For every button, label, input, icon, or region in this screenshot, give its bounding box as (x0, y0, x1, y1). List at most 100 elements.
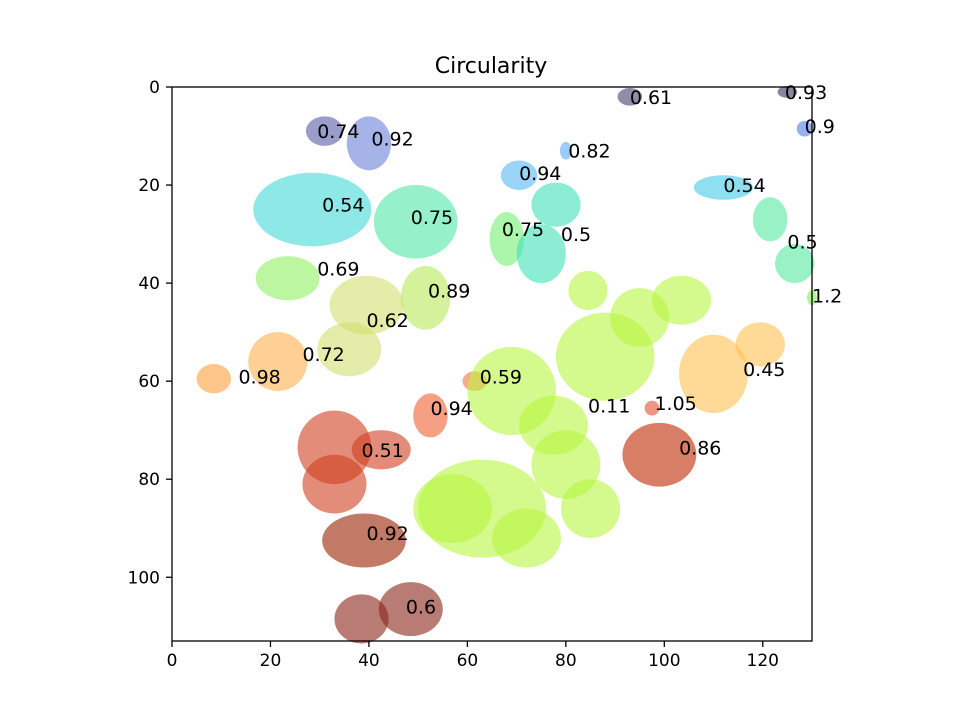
region-13 (255, 256, 320, 301)
region-label: 0.69 (317, 258, 359, 280)
region-7 (693, 175, 753, 200)
region-18-blob-0 (196, 364, 232, 394)
region-label: 0.5 (787, 231, 817, 253)
region-23 (297, 410, 411, 514)
region-11 (516, 182, 581, 284)
region-27-blob-9 (492, 508, 561, 568)
region-12-blob-0 (752, 197, 788, 242)
region-label: 0.82 (568, 141, 610, 163)
region-9 (373, 185, 458, 259)
region-5-blob-0 (559, 141, 572, 160)
region-label: 0.98 (238, 366, 280, 388)
region-12-blob-1 (775, 243, 815, 284)
region-26-blob-0 (334, 594, 389, 644)
x-tick-label: 20 (260, 651, 282, 671)
y-tick-label: 20 (138, 176, 160, 196)
region-26 (334, 582, 443, 644)
y-tick-label: 0 (149, 78, 160, 98)
region-18 (196, 364, 232, 394)
region-4 (796, 120, 813, 137)
region-13-blob-0 (255, 256, 320, 301)
x-tick-label: 120 (747, 651, 779, 671)
region-10-blob-0 (489, 212, 524, 266)
region-19-blob-0 (679, 334, 748, 414)
region-label: 0.51 (362, 440, 404, 462)
axes-frame (171, 86, 813, 642)
region-2 (617, 87, 643, 106)
x-axis: 0 20 40 60 80 100 120 (167, 641, 779, 671)
region-label: 0.62 (366, 310, 408, 332)
region-label: 0.45 (743, 359, 785, 381)
region-25 (322, 513, 406, 568)
region-27 (413, 270, 712, 568)
region-27-blob-8 (413, 474, 492, 543)
region-2-blob-0 (617, 87, 643, 106)
plot-area: 0.74 0.92 0.61 0.93 0.9 0.82 0.94 0.54 0.54 0.75 0… (171, 82, 842, 644)
region-17 (248, 332, 308, 391)
region-15-blob-0 (400, 265, 451, 330)
region-label: 0.75 (411, 207, 453, 229)
region-3 (777, 86, 798, 98)
region-label: 0.6 (406, 597, 436, 619)
x-tick-label: 0 (167, 651, 178, 671)
region-5 (559, 141, 572, 160)
region-8-blob-0 (253, 172, 372, 247)
chart-title: Circularity (435, 54, 547, 79)
region-label: 0.89 (428, 280, 470, 302)
region-7-blob-0 (693, 175, 753, 200)
region-4-blob-0 (796, 120, 813, 137)
region-label: 0.93 (785, 82, 827, 104)
region-23-blob-1 (302, 454, 367, 514)
region-19 (679, 322, 785, 414)
x-tick-label: 80 (555, 651, 577, 671)
region-label: 0.86 (679, 437, 721, 459)
region-15 (400, 265, 451, 330)
region-label: 0.92 (371, 128, 413, 150)
region-label: 0.11 (588, 396, 630, 418)
region-label: 0.59 (480, 366, 522, 388)
region-27-blob-3 (568, 270, 608, 311)
y-tick-label: 60 (138, 372, 160, 392)
region-11-blob-1 (516, 224, 566, 284)
region-10 (489, 212, 524, 266)
region-27-blob-10 (560, 479, 620, 539)
region-22-blob-0 (644, 400, 660, 416)
region-label: 0.94 (430, 398, 472, 420)
region-27-blob-2 (610, 288, 670, 347)
region-label: 0.92 (366, 523, 408, 545)
region-6-blob-0 (500, 160, 538, 190)
region-3-blob-0 (777, 86, 798, 98)
region-label: 0.72 (302, 344, 344, 366)
region-1-blob-0 (346, 116, 392, 171)
region-21 (413, 393, 448, 438)
region-0 (305, 116, 344, 146)
x-tick-label: 40 (358, 651, 380, 671)
region-label: 0.61 (630, 87, 672, 109)
region-24 (622, 422, 697, 487)
region-19-blob-1 (735, 322, 785, 367)
region-6 (500, 160, 538, 190)
region-label: 0.5 (561, 224, 591, 246)
region-17-blob-0 (248, 332, 308, 391)
region-label: 0.75 (502, 219, 544, 241)
region-label: 0.74 (317, 121, 359, 143)
y-tick-label: 40 (138, 274, 160, 294)
region-label: 0.54 (723, 175, 765, 197)
region-label: 0.54 (322, 195, 364, 217)
region-26-blob-1 (378, 582, 443, 637)
region-label: 0.94 (519, 163, 561, 185)
y-tick-label: 100 (128, 568, 160, 588)
region-8 (253, 172, 372, 247)
region-9-blob-0 (373, 185, 458, 259)
region-1 (346, 116, 392, 171)
x-tick-label: 100 (648, 651, 680, 671)
region-25-blob-0 (322, 513, 406, 568)
region-label: 1.2 (812, 285, 842, 307)
region-label: 1.05 (654, 393, 696, 415)
y-axis: 0 20 40 60 80 100 (128, 78, 172, 588)
region-label: 0.9 (805, 116, 835, 138)
region-16-blob-1 (317, 322, 382, 377)
region-0-blob-0 (305, 116, 344, 146)
x-tick-label: 60 (457, 651, 479, 671)
